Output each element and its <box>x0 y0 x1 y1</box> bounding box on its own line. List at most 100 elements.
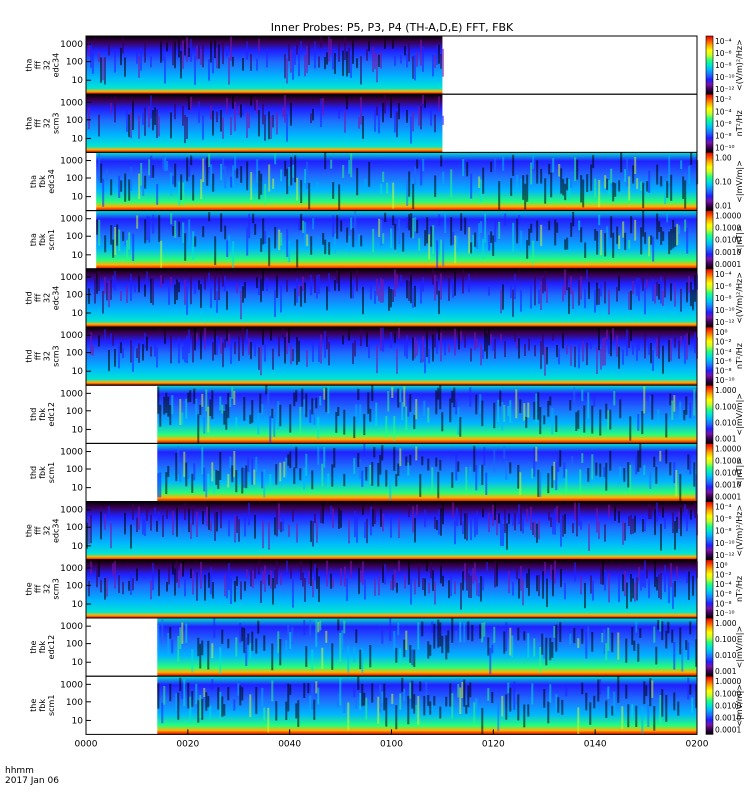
colorbar-label: <|mV/m|> <box>735 393 744 436</box>
y-tick-label: 100 <box>66 640 83 650</box>
panel-ylabel-line: scm1 <box>47 462 56 483</box>
time-axis: 0000 0020 0040 0100 0120 0140 0200 <box>75 729 709 749</box>
colorbar <box>705 35 714 95</box>
x-tick-label: 0200 <box>686 739 709 749</box>
colorbar-tick-label: 10⁻² <box>715 95 732 104</box>
colorbar-tick-label: 10⁻¹² <box>715 318 735 327</box>
spectrogram-texture <box>157 443 698 502</box>
colorbar <box>705 559 714 619</box>
colorbar-tick-label: 0.0100 <box>715 236 741 245</box>
y-tick-label: 1000 <box>60 389 83 399</box>
y-tick-label: 10 <box>72 425 84 435</box>
panel-9: 10 100 1000 the fff 32 edc34 10⁻⁴ 10⁻⁶ 10⁻⁸ 10⁻¹⁰ 1… <box>25 501 744 561</box>
footer-date: 2017 Jan 06 <box>5 776 59 786</box>
spectrogram-texture <box>88 268 698 320</box>
x-tick-label: 0120 <box>482 739 505 749</box>
panel-10: 10 100 1000 the fff 32 scm3 10⁰10⁻²10⁻⁴10⁻⁶10⁻⁸… <box>25 559 744 619</box>
x-tick-label: 0100 <box>380 739 403 749</box>
colorbar <box>705 210 714 270</box>
panel-ylabel-line: 32 <box>43 118 52 128</box>
panel-2: 10 100 1000 tha fff 32 scm3 10⁻² 10⁻⁴ 10⁻⁶ 10⁻⁸ 10⁻… <box>25 93 744 153</box>
colorbar-tick-label: 10⁻¹⁰ <box>715 376 735 385</box>
panel-4: 10 100 1000 tha fbk scm1 1.0000 0.1000 0.0100 0.0… <box>29 210 744 270</box>
colorbar-tick-label: 10⁻⁸ <box>715 61 732 70</box>
colorbar-label: <|mV/m|> <box>735 160 744 203</box>
x-tick-label: 0040 <box>278 739 301 749</box>
panel-ylabel-line: tha <box>25 117 34 130</box>
colorbar-tick-label: 0.010 <box>715 651 737 660</box>
y-tick-label: 1000 <box>60 448 83 458</box>
panel-ylabel-line: 32 <box>43 293 52 303</box>
colorbar-label: <(V/m)²/Hz> <box>735 39 744 91</box>
colorbar <box>705 384 714 444</box>
x-tick-label: 0140 <box>584 739 607 749</box>
panel-7: 10 100 1000 thd fbk edc12 1.000 0.100 0.010 0.001… <box>29 384 744 444</box>
y-tick-label: 100 <box>66 465 83 475</box>
colorbar-tick-label: 0.10 <box>715 178 732 187</box>
colorbar-tick-label: 10⁻² <box>715 338 732 347</box>
colorbar-tick-label: 1.0000 <box>715 212 741 221</box>
y-tick-label: 10 <box>72 193 84 203</box>
colorbar-tick-label: 10⁻⁶ <box>715 49 732 58</box>
panel-ylabel-line: the <box>25 524 34 537</box>
panel-11: 10 100 1000 the fbk edc12 1.000 0.100 0.010 0.001… <box>29 617 744 677</box>
y-tick-label: 10 <box>72 542 84 552</box>
y-tick-label: 100 <box>66 698 83 708</box>
panel-ylabel-line: edc34 <box>52 53 61 78</box>
spectrogram-fill <box>96 152 697 211</box>
colorbar-tick-label: 10⁻⁴ <box>715 580 732 589</box>
colorbar-tick-label: 10⁰ <box>715 561 728 570</box>
y-tick-label: 1000 <box>60 680 83 690</box>
colorbar-tick-label: 10⁰ <box>715 328 728 337</box>
colorbar-tick-label: 10⁻⁶ <box>715 357 732 366</box>
panel-ylabel-line: edc12 <box>47 635 56 660</box>
panel-1: 10 100 1000 tha fff 32 edc34 10⁻⁴ 10⁻⁶ 10⁻⁸ 10⁻¹⁰ 1… <box>25 35 744 95</box>
colorbar-tick-label: 0.001 <box>715 667 737 676</box>
spectrogram-texture <box>88 36 444 86</box>
y-tick-label: 10 <box>72 251 84 261</box>
spectrogram-texture <box>157 676 698 735</box>
panel-ylabel-line: the <box>25 582 34 595</box>
spectrogram-texture <box>157 618 698 675</box>
colorbar-tick-label: 10⁻⁸ <box>715 367 732 376</box>
panel-ylabel-line: tha <box>29 175 38 188</box>
spectrogram-texture <box>88 94 444 144</box>
panel-ylabel-line: fff <box>34 119 43 128</box>
colorbar-tick-label: 0.0001 <box>715 725 741 734</box>
panel-ylabel-line: 32 <box>43 60 52 70</box>
colorbar-tick-label: 10⁻⁴ <box>715 347 732 356</box>
colorbar-tick-label: 10⁻⁶ <box>715 282 732 291</box>
colorbar-tick-label: 0.0100 <box>715 469 741 478</box>
y-tick-label: 1000 <box>60 564 83 574</box>
colorbar-tick-label: 10⁻⁴ <box>715 503 732 512</box>
y-tick-label: 1000 <box>60 157 83 167</box>
panel-ylabel-line: tha <box>25 58 34 71</box>
colorbar-tick-label: 10⁻⁸ <box>715 294 732 303</box>
panel-ylabel-line: scm3 <box>52 578 61 599</box>
colorbar-tick-label: 0.1000 <box>715 689 741 698</box>
y-tick-label: 10 <box>72 367 84 377</box>
y-tick-label: 10 <box>72 658 84 668</box>
colorbar-tick-label: 1.0000 <box>715 444 741 453</box>
colorbar-tick-label: 10⁻⁶ <box>715 515 732 524</box>
colorbar-tick-label: 10⁻⁶ <box>715 119 732 128</box>
colorbar-tick-label: 10⁻⁸ <box>715 527 732 536</box>
colorbar-tick-label: 10⁻⁴ <box>715 270 732 279</box>
colorbar <box>705 326 714 386</box>
y-tick-label: 100 <box>66 581 83 591</box>
colorbar-label: <|nT|> <box>735 225 744 254</box>
spectrogram-fill <box>157 443 698 502</box>
panel-ylabel-line: thd <box>25 349 34 362</box>
colorbar <box>705 675 714 735</box>
colorbar-tick-label: 1.00 <box>715 153 732 162</box>
y-tick-label: 1000 <box>60 331 83 341</box>
y-tick-label: 1000 <box>60 622 83 632</box>
y-tick-label: 1000 <box>60 215 83 225</box>
y-tick-label: 100 <box>66 523 83 533</box>
y-tick-label: 1000 <box>60 506 83 516</box>
panel-8: 10 100 1000 thd fbk scm1 1.0000 0.1000 0.0100 0.0… <box>29 442 744 503</box>
panel-ylabel-line: the <box>29 699 38 712</box>
spectrogram-fill <box>157 618 698 677</box>
